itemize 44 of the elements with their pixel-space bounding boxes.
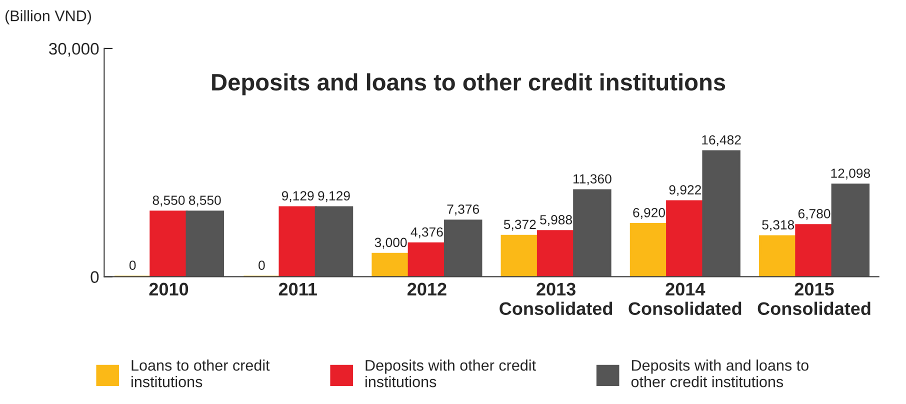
legend-label: Deposits with and loans to other credit institutions <box>631 360 808 388</box>
data-label: 0 <box>258 260 265 270</box>
bar <box>795 224 834 277</box>
data-label: 9,129 <box>318 191 350 202</box>
data-label: 7,376 <box>447 204 480 216</box>
data-label: 12,098 <box>831 168 870 180</box>
x-tick-label: 2014 Consolidated <box>628 282 742 316</box>
bar <box>573 189 612 277</box>
bar <box>186 210 224 277</box>
bar <box>314 206 354 277</box>
bar <box>702 150 740 277</box>
data-label: 8,550 <box>152 196 185 206</box>
bar <box>150 210 188 277</box>
data-label: 6,920 <box>633 208 666 219</box>
text: Deposits and loans to other credit institutions <box>212 73 726 96</box>
legend-label: Loans to other credit institutions <box>132 360 270 388</box>
data-label: 5,988 <box>540 215 572 226</box>
data-label: 5,318 <box>762 220 794 232</box>
data-label: 6,780 <box>798 209 830 220</box>
x-tick-label: 2011 <box>278 282 317 296</box>
data-label: 11,360 <box>574 174 612 186</box>
legend-label: Deposits with other credit institutions <box>366 360 536 388</box>
bar <box>666 200 704 277</box>
data-label: 4,376 <box>410 227 443 238</box>
data-label: 16,482 <box>702 135 741 146</box>
bar <box>831 184 870 277</box>
data-label: 0 <box>129 260 136 270</box>
x-tick-label: 2015 Consolidated <box>758 282 870 316</box>
x-tick-label: 2010 <box>149 282 188 296</box>
data-label: 9,922 <box>669 185 702 196</box>
bar <box>759 235 798 277</box>
bar <box>630 223 668 277</box>
data-label: 9,129 <box>282 191 314 202</box>
data-label: 3,000 <box>374 238 407 249</box>
y-tick-label: 30,000 <box>48 42 99 57</box>
bar <box>278 206 317 277</box>
data-label: 8,550 <box>188 196 221 206</box>
data-label: 5,372 <box>504 220 536 231</box>
x-tick-label: 2013 Consolidated <box>500 282 612 316</box>
bar <box>536 230 576 277</box>
x-tick-label: 2012 <box>408 282 446 296</box>
bar <box>444 220 482 277</box>
bar <box>372 252 410 277</box>
y-axis-title: (Billion VND) <box>5 10 92 24</box>
